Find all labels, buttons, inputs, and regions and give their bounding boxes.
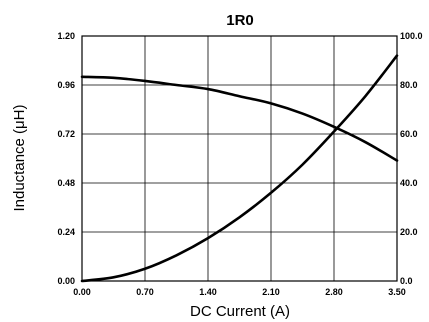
y-left-tick-label: 0.96 xyxy=(57,80,75,90)
y-left-tick-label: 0.24 xyxy=(57,227,75,237)
y-right-tick-label: 80.0 xyxy=(400,80,418,90)
y-left-tick-label: 0.72 xyxy=(57,129,75,139)
y-right-tick-label: 0.0 xyxy=(400,276,413,286)
chart-title: 1R0 xyxy=(226,12,254,29)
y-left-tick-label: 0.48 xyxy=(57,178,75,188)
y-right-tick-label: 40.0 xyxy=(400,178,418,188)
y-right-tick-label: 100.0 xyxy=(400,31,423,41)
y-axis-label-left: Inductance (μH) xyxy=(11,104,28,211)
series-line-right-axis xyxy=(80,54,399,283)
x-tick-label: 2.10 xyxy=(262,287,280,297)
y-left-tick-label: 1.20 xyxy=(57,31,75,41)
x-tick-label: 2.80 xyxy=(325,287,343,297)
grid xyxy=(82,36,397,281)
y-right-tick-label: 60.0 xyxy=(400,129,418,139)
x-tick-label: 1.40 xyxy=(199,287,217,297)
plot-frame xyxy=(81,35,398,282)
x-tick-label: 0.70 xyxy=(136,287,154,297)
x-axis-label: DC Current (A) xyxy=(190,303,290,320)
y-right-tick-label: 20.0 xyxy=(400,227,418,237)
series-line-left-axis xyxy=(80,75,399,162)
series-group xyxy=(80,54,399,283)
x-tick-label: 0.00 xyxy=(73,287,91,297)
y-left-tick-label: 0.00 xyxy=(57,276,75,286)
ticks-group: 0.00 0.70 1.40 2.10 2.80 3.50 0.00 0.24 0.48 0.72… xyxy=(57,31,422,297)
x-tick-label: 3.50 xyxy=(388,287,406,297)
